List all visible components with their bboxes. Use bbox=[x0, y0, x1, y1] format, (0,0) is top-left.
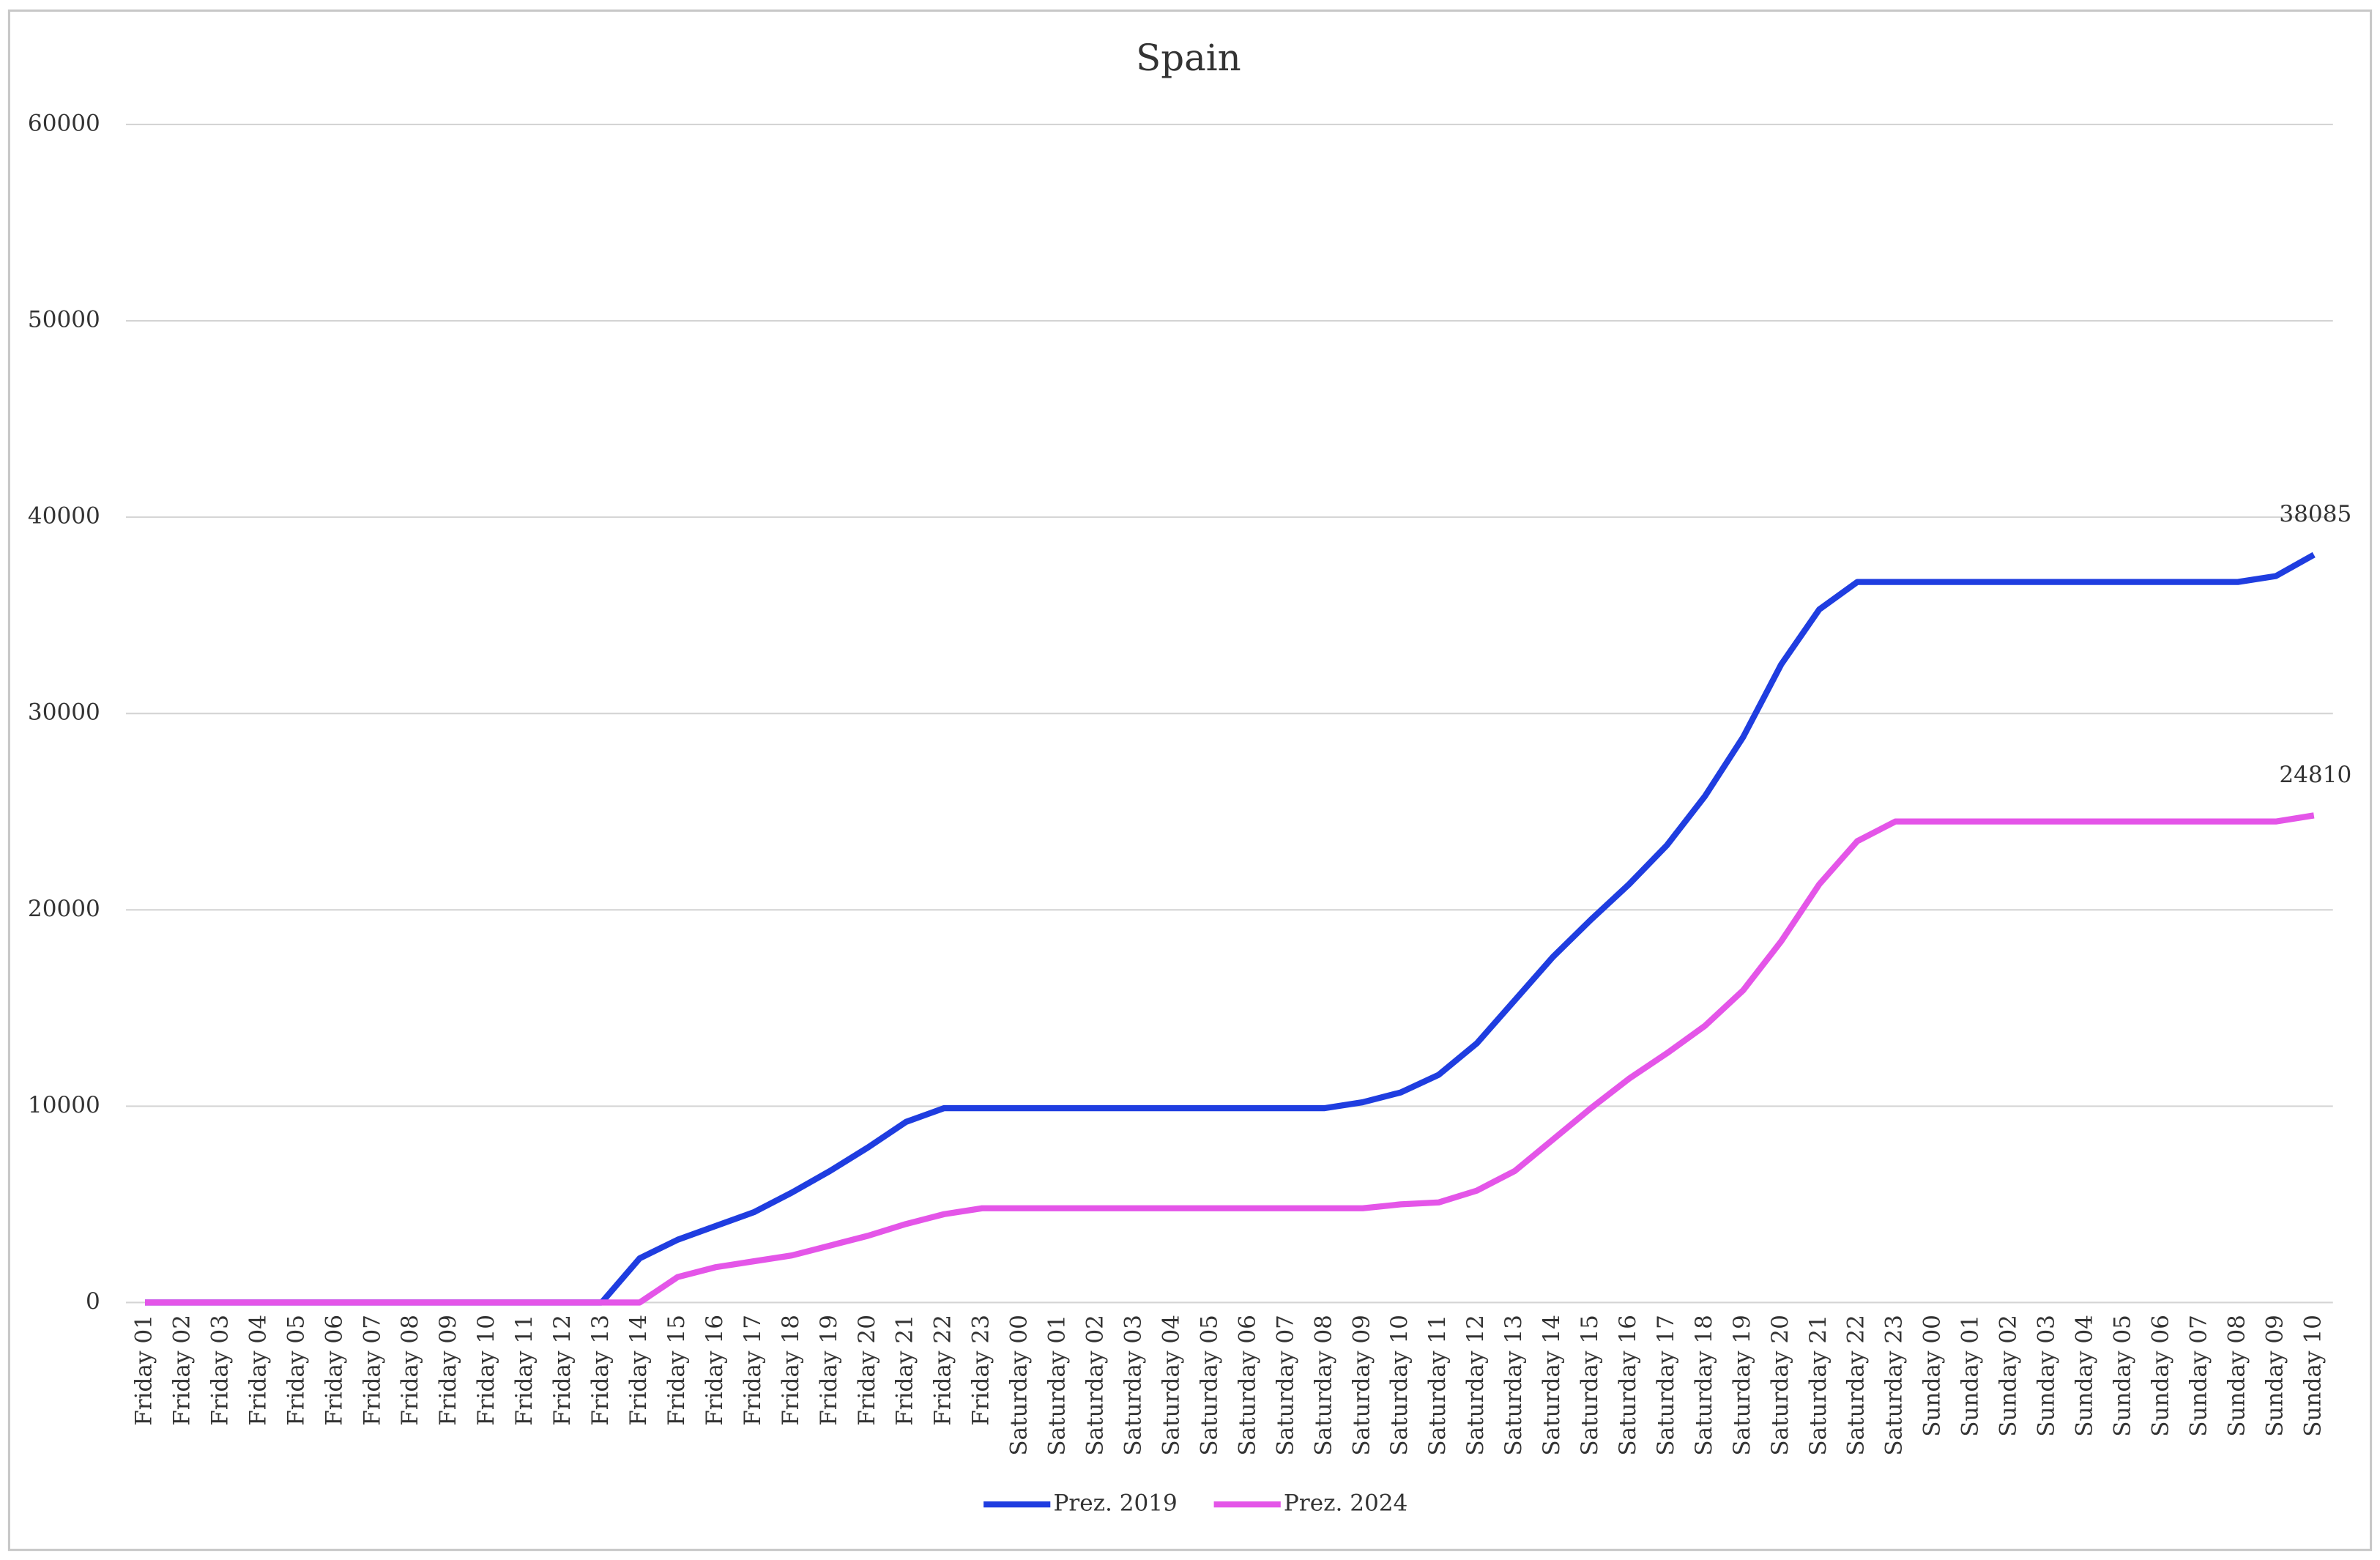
x-tick-label: Friday 20 bbox=[854, 1315, 880, 1426]
x-tick-label: Sunday 10 bbox=[2299, 1315, 2326, 1437]
x-tick-label: Saturday 04 bbox=[1158, 1315, 1184, 1456]
x-tick-label: Saturday 01 bbox=[1044, 1315, 1071, 1456]
x-tick-label: Sunday 06 bbox=[2147, 1315, 2173, 1437]
y-tick-label: 60000 bbox=[28, 110, 100, 136]
x-tick-label: Friday 01 bbox=[131, 1315, 157, 1426]
plot bbox=[145, 551, 2316, 1306]
x-tick-label: Saturday 03 bbox=[1120, 1315, 1146, 1456]
x-tick-label: Friday 04 bbox=[245, 1315, 271, 1426]
x-tick-label: Sunday 03 bbox=[2034, 1315, 2060, 1437]
x-tick-label: Saturday 11 bbox=[1424, 1315, 1451, 1456]
y-tick-label: 10000 bbox=[28, 1092, 100, 1118]
x-tick-label: Saturday 22 bbox=[1843, 1315, 1870, 1456]
y-tick-label: 0 bbox=[86, 1288, 100, 1315]
x-tick-label: Sunday 07 bbox=[2185, 1315, 2212, 1437]
x-tick-label: Saturday 09 bbox=[1348, 1315, 1375, 1456]
x-tick-label: Friday 12 bbox=[549, 1315, 576, 1426]
x-tick-label: Friday 22 bbox=[930, 1315, 956, 1426]
legend-label: Prez. 2019 bbox=[1053, 1490, 1177, 1517]
x-tick-label: Friday 02 bbox=[168, 1315, 195, 1426]
x-tick-label: Saturday 02 bbox=[1082, 1315, 1109, 1456]
x-tick-label: Friday 18 bbox=[778, 1315, 804, 1426]
x-tick-label: Saturday 05 bbox=[1196, 1315, 1222, 1456]
y-tick-label: 30000 bbox=[28, 699, 100, 726]
x-tick-label: Friday 06 bbox=[321, 1315, 347, 1426]
x-tick-label: Saturday 20 bbox=[1767, 1315, 1793, 1456]
y-tick-label: 20000 bbox=[28, 896, 100, 922]
x-tick-label: Saturday 10 bbox=[1386, 1315, 1413, 1456]
x-tick-label: Sunday 09 bbox=[2261, 1315, 2288, 1437]
x-tick-label: Friday 23 bbox=[968, 1315, 994, 1426]
x-tick-label: Friday 07 bbox=[359, 1315, 385, 1426]
x-tick-label: Saturday 21 bbox=[1805, 1315, 1832, 1456]
x-tick-label: Saturday 06 bbox=[1234, 1315, 1260, 1456]
x-tick-label: Friday 19 bbox=[816, 1315, 842, 1426]
x-tick-label: Saturday 12 bbox=[1462, 1315, 1489, 1456]
x-tick-label: Saturday 00 bbox=[1006, 1315, 1033, 1456]
x-tick-label: Saturday 08 bbox=[1310, 1315, 1336, 1456]
x-tick-label: Saturday 14 bbox=[1539, 1315, 1565, 1456]
x-tick-label: Saturday 07 bbox=[1272, 1315, 1298, 1456]
y-tick-label: 50000 bbox=[28, 307, 100, 333]
chart-title: Spain bbox=[1136, 37, 1241, 79]
data-label: 38085 bbox=[2279, 501, 2351, 527]
x-tick-label: Friday 08 bbox=[397, 1315, 423, 1426]
x-tick-label: Friday 13 bbox=[587, 1315, 614, 1426]
x-tick-label: Friday 09 bbox=[435, 1315, 461, 1426]
line bbox=[145, 812, 2315, 1306]
x-tick-label: Sunday 01 bbox=[1957, 1315, 1984, 1437]
x-tick-label: Friday 03 bbox=[207, 1315, 233, 1426]
x-tick-label: Saturday 17 bbox=[1653, 1315, 1679, 1456]
x-tick-label: Sunday 02 bbox=[1996, 1315, 2022, 1437]
data-label: 24810 bbox=[2279, 762, 2351, 788]
y-tick-label: 40000 bbox=[28, 503, 100, 530]
x-tick-label: Saturday 16 bbox=[1615, 1315, 1641, 1456]
x-tick-label: Friday 11 bbox=[511, 1315, 538, 1426]
x-tick-label: Friday 17 bbox=[740, 1315, 766, 1426]
x-tick-label: Sunday 04 bbox=[2072, 1315, 2098, 1437]
x-tick-label: Saturday 23 bbox=[1881, 1315, 1908, 1456]
x-tick-label: Saturday 19 bbox=[1729, 1315, 1755, 1456]
legend-label: Prez. 2024 bbox=[1284, 1490, 1407, 1517]
x-tick-label: Friday 16 bbox=[702, 1315, 728, 1426]
x-tick-label: Sunday 05 bbox=[2109, 1315, 2135, 1437]
x-tick-label: Friday 21 bbox=[892, 1315, 918, 1426]
x-tick-label: Saturday 15 bbox=[1577, 1315, 1603, 1456]
x-tick-label: Friday 14 bbox=[625, 1315, 652, 1426]
x-tick-label: Friday 10 bbox=[473, 1315, 499, 1426]
x-tick-label: Sunday 00 bbox=[1919, 1315, 1946, 1437]
x-tick-label: Saturday 18 bbox=[1691, 1315, 1717, 1456]
x-tick-label: Friday 15 bbox=[663, 1315, 690, 1426]
chart-frame bbox=[7, 9, 2373, 1551]
x-tick-label: Sunday 08 bbox=[2223, 1315, 2250, 1437]
x-tick-label: Friday 05 bbox=[283, 1315, 309, 1426]
x-tick-label: Saturday 13 bbox=[1500, 1315, 1527, 1456]
